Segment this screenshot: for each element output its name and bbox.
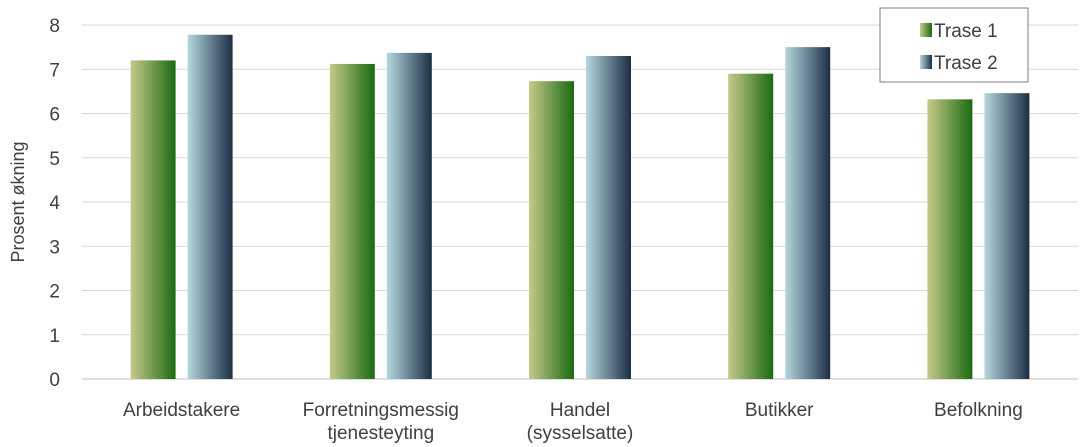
y-tick-label: 8: [49, 16, 60, 37]
bar-trase-2-2: [586, 55, 631, 379]
y-tick-label: 0: [49, 370, 60, 391]
x-category-label: Forretningsmessig: [303, 400, 459, 421]
x-category-label: Befolkning: [934, 400, 1023, 421]
bar-trase-2-1: [386, 52, 432, 379]
y-tick-label: 2: [49, 282, 60, 303]
legend-entry: Trase 2: [934, 53, 998, 74]
legend-box: [879, 7, 1029, 83]
bars: [130, 34, 1030, 380]
y-tick-label: 7: [49, 60, 60, 81]
x-category-label: tjenesteyting: [327, 423, 434, 444]
bar-trase-2-0: [187, 34, 233, 380]
x-category-label: Arbeidstakere: [123, 400, 240, 421]
y-tick-label: 1: [49, 326, 60, 347]
y-tick-label: 6: [49, 105, 60, 126]
bar-trase-1-1: [329, 63, 375, 379]
legend-swatch: [920, 55, 932, 69]
y-tick-label: 5: [49, 149, 60, 170]
gridlines: [82, 24, 1078, 380]
legend-swatch: [920, 23, 932, 37]
legend-entry: Trase 1: [934, 21, 998, 42]
bar-trase-1-2: [529, 81, 574, 379]
x-axis-categories: Arbeidstakere Forretningsmessigtjenesteyt…: [123, 400, 1023, 444]
bar-trase-1-4: [927, 99, 973, 379]
bar-trase-2-4: [984, 93, 1030, 380]
bar-trase-1-3: [728, 73, 774, 380]
bar-trase-1-0: [130, 60, 176, 380]
y-axis-ticks: 0 1 2 3 4 5 6 7 8: [49, 16, 60, 391]
y-tick-label: 4: [49, 193, 60, 214]
x-category-label: Butikker: [745, 400, 814, 421]
y-axis-label: Prosent økning: [8, 141, 28, 262]
x-category-label: Handel: [550, 400, 610, 421]
bar-trase-2-3: [785, 47, 831, 379]
x-category-label: (sysselsatte): [527, 423, 634, 444]
y-tick-label: 3: [49, 237, 60, 258]
legend: Trase 1 Trase 2: [879, 7, 1029, 83]
